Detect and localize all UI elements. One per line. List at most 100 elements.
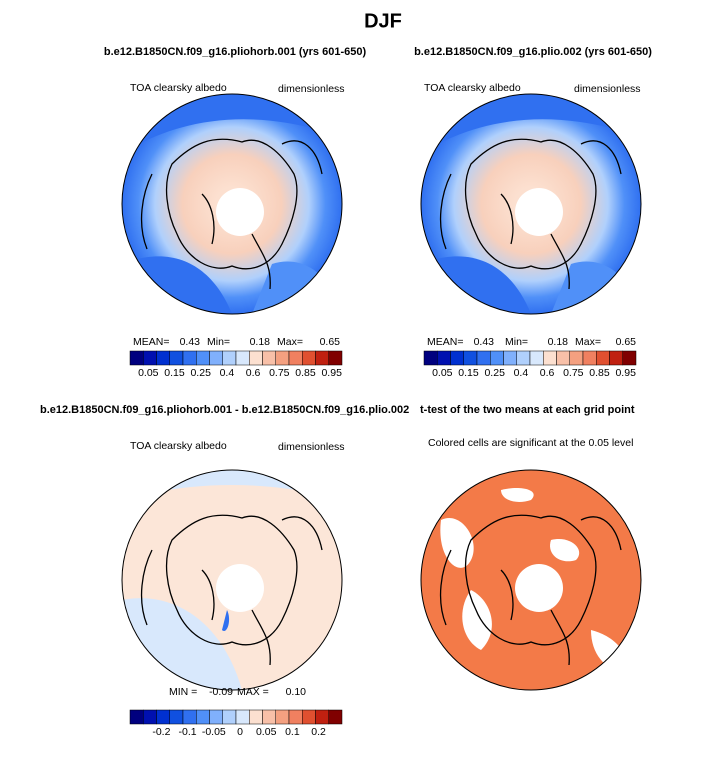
colorbar-swatch [143,709,157,725]
colorbar-swatch [222,709,237,725]
stat-label: MEAN= [133,336,169,348]
colorbar-label: 0.05 [432,367,453,379]
colorbar-swatch [450,350,464,366]
panel-title: t-test of the two means at each grid poi… [420,404,635,416]
colorbar-label: 0.95 [615,367,636,379]
panel-title: b.e12.B1850CN.f09_g16.plio.002 (yrs 601-… [414,46,652,58]
colorbar-swatch [569,350,584,366]
colorbar-swatch [182,350,197,366]
stat-value: 0.18 [548,336,569,348]
colorbar-label: -0.1 [179,726,197,738]
units-label: dimensionless [574,83,641,95]
units-label: dimensionless [278,441,345,453]
colorbar-swatch [129,709,144,725]
stat-value: 0.18 [250,336,271,348]
colorbar-swatch [302,350,316,366]
panel-title: b.e12.B1850CN.f09_g16.pliohorb.001 (yrs … [104,46,367,58]
map [420,469,642,691]
colorbar-swatch [315,709,329,725]
colorbar-label: 0.6 [246,367,261,379]
colorbar-label: 0.4 [220,367,235,379]
colorbar-swatch [262,709,276,725]
colorbar-label: 0.05 [138,367,159,379]
colorbar-label: 0.1 [285,726,300,738]
colorbar-swatch [235,350,250,366]
colorbar-swatch [503,350,517,366]
colorbar-label: -0.05 [202,726,226,738]
panel-title: b.e12.B1850CN.f09_g16.pliohorb.001 - b.e… [40,404,409,416]
colorbar-swatch [275,709,290,725]
stat-label: MIN = [169,686,197,698]
colorbar-swatch [543,350,557,366]
variable-label: TOA clearsky albedo [130,82,227,94]
colorbar-swatch [315,350,329,366]
colorbar-swatch [235,709,250,725]
colorbar-swatch [423,350,438,366]
colorbar-swatch [156,709,170,725]
colorbar-swatch [622,350,637,366]
colorbar-swatch [476,350,491,366]
colorbar-swatch [196,350,210,366]
map [121,469,343,691]
colorbar-swatch [463,350,478,366]
colorbar-swatch [582,350,597,366]
colorbar-swatch [490,350,504,366]
colorbar-label: 0.85 [589,367,610,379]
stat-value: 0.65 [616,336,637,348]
colorbar-swatch [328,350,343,366]
colorbar-label: 0.25 [484,367,505,379]
stat-label: MAX = [237,686,269,698]
colorbar-swatch [609,350,623,366]
colorbar-swatch [182,709,197,725]
stat-label: Min= [505,336,528,348]
stat-label: Min= [207,336,230,348]
colorbar-swatch [437,350,451,366]
map [121,93,343,315]
colorbar-swatch [262,350,276,366]
variable-label: TOA clearsky albedo [130,440,227,452]
colorbar-swatch [288,709,303,725]
colorbar-swatch [328,709,343,725]
colorbar-swatch [169,709,184,725]
colorbar-swatch [302,709,316,725]
colorbar-label: 0.25 [190,367,211,379]
stat-value: 0.65 [320,336,341,348]
colorbar-label: 0.85 [295,367,316,379]
colorbar-label: 0.95 [321,367,342,379]
stat-value: 0.43 [474,336,495,348]
colorbar-swatch [529,350,544,366]
colorbar-label: 0.2 [311,726,326,738]
colorbar-label: 0.4 [514,367,529,379]
colorbar-swatch [516,350,531,366]
units-label: dimensionless [278,83,345,95]
colorbar-label: 0.6 [540,367,555,379]
colorbar-swatch [156,350,170,366]
colorbar-swatch [169,350,184,366]
colorbar-label: 0 [237,726,243,738]
colorbar-swatch [556,350,570,366]
stat-value: 0.10 [286,686,307,698]
colorbar-swatch [196,709,210,725]
colorbar-swatch [129,350,144,366]
stat-value: -0.09 [209,686,233,698]
colorbar-swatch [222,350,237,366]
stat-value: 0.43 [180,336,201,348]
colorbar-label: 0.15 [164,367,185,379]
colorbar-swatch [249,350,263,366]
colorbar-swatch [209,709,223,725]
stat-label: Max= [575,336,601,348]
colorbar-swatch [596,350,610,366]
colorbar-swatch [209,350,223,366]
map [420,93,642,315]
colorbar-swatch [143,350,157,366]
colorbar-label: 0.15 [458,367,479,379]
colorbar-label: 0.75 [269,367,290,379]
stat-label: MEAN= [427,336,463,348]
colorbar-swatch [275,350,290,366]
colorbar-label: 0.75 [563,367,584,379]
colorbar-label: -0.2 [152,726,170,738]
colorbar-swatch [249,709,263,725]
stat-label: Max= [277,336,303,348]
variable-label: TOA clearsky albedo [424,82,521,94]
